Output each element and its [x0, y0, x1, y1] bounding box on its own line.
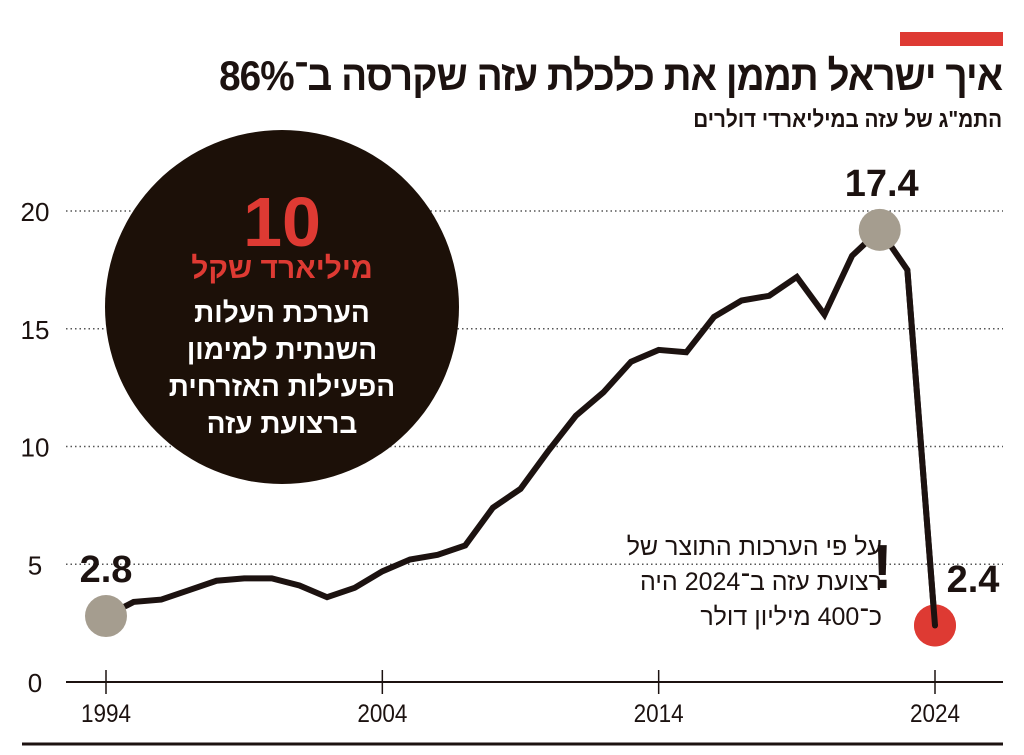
data-label: 2.8 — [80, 549, 133, 591]
callout-circle — [105, 130, 459, 484]
data-label: 17.4 — [845, 163, 919, 205]
end-cap — [932, 622, 938, 629]
exclamation-icon: ! — [872, 533, 893, 602]
x-tick-label: 2014 — [634, 700, 684, 728]
gdp-line — [104, 225, 938, 626]
data-point-marker — [85, 595, 127, 638]
y-tick-label: 15 — [21, 315, 50, 345]
x-tick-label: 2024 — [910, 700, 960, 728]
y-tick-label: 10 — [21, 433, 50, 463]
y-tick-label: 5 — [28, 550, 42, 580]
data-point-marker — [858, 208, 901, 251]
y-tick-label: 20 — [21, 197, 50, 227]
chart-title: איך ישראל תממן את כלכלת עזה שקרסה ב־86% — [218, 52, 1003, 99]
x-tick-label: 2004 — [357, 700, 407, 728]
x-tick-label: 1994 — [81, 700, 131, 728]
chart-subtitle: התמ"ג של עזה במיליארדי דולרים — [693, 106, 1002, 132]
callout-unit: מיליארד שקל — [191, 252, 373, 285]
end-segment — [904, 269, 938, 626]
y-tick-label: 0 — [28, 668, 42, 698]
callout-number: 10 — [243, 183, 321, 261]
accent-bar — [900, 32, 1003, 46]
data-label: 2.4 — [947, 559, 1000, 601]
note-text: על פי הערכות התוצר של רצועת עזה ב־2024 ה… — [626, 533, 882, 631]
callout-description: הערכת העלות השנתית למימון הפעילות האזרחי… — [168, 297, 396, 439]
